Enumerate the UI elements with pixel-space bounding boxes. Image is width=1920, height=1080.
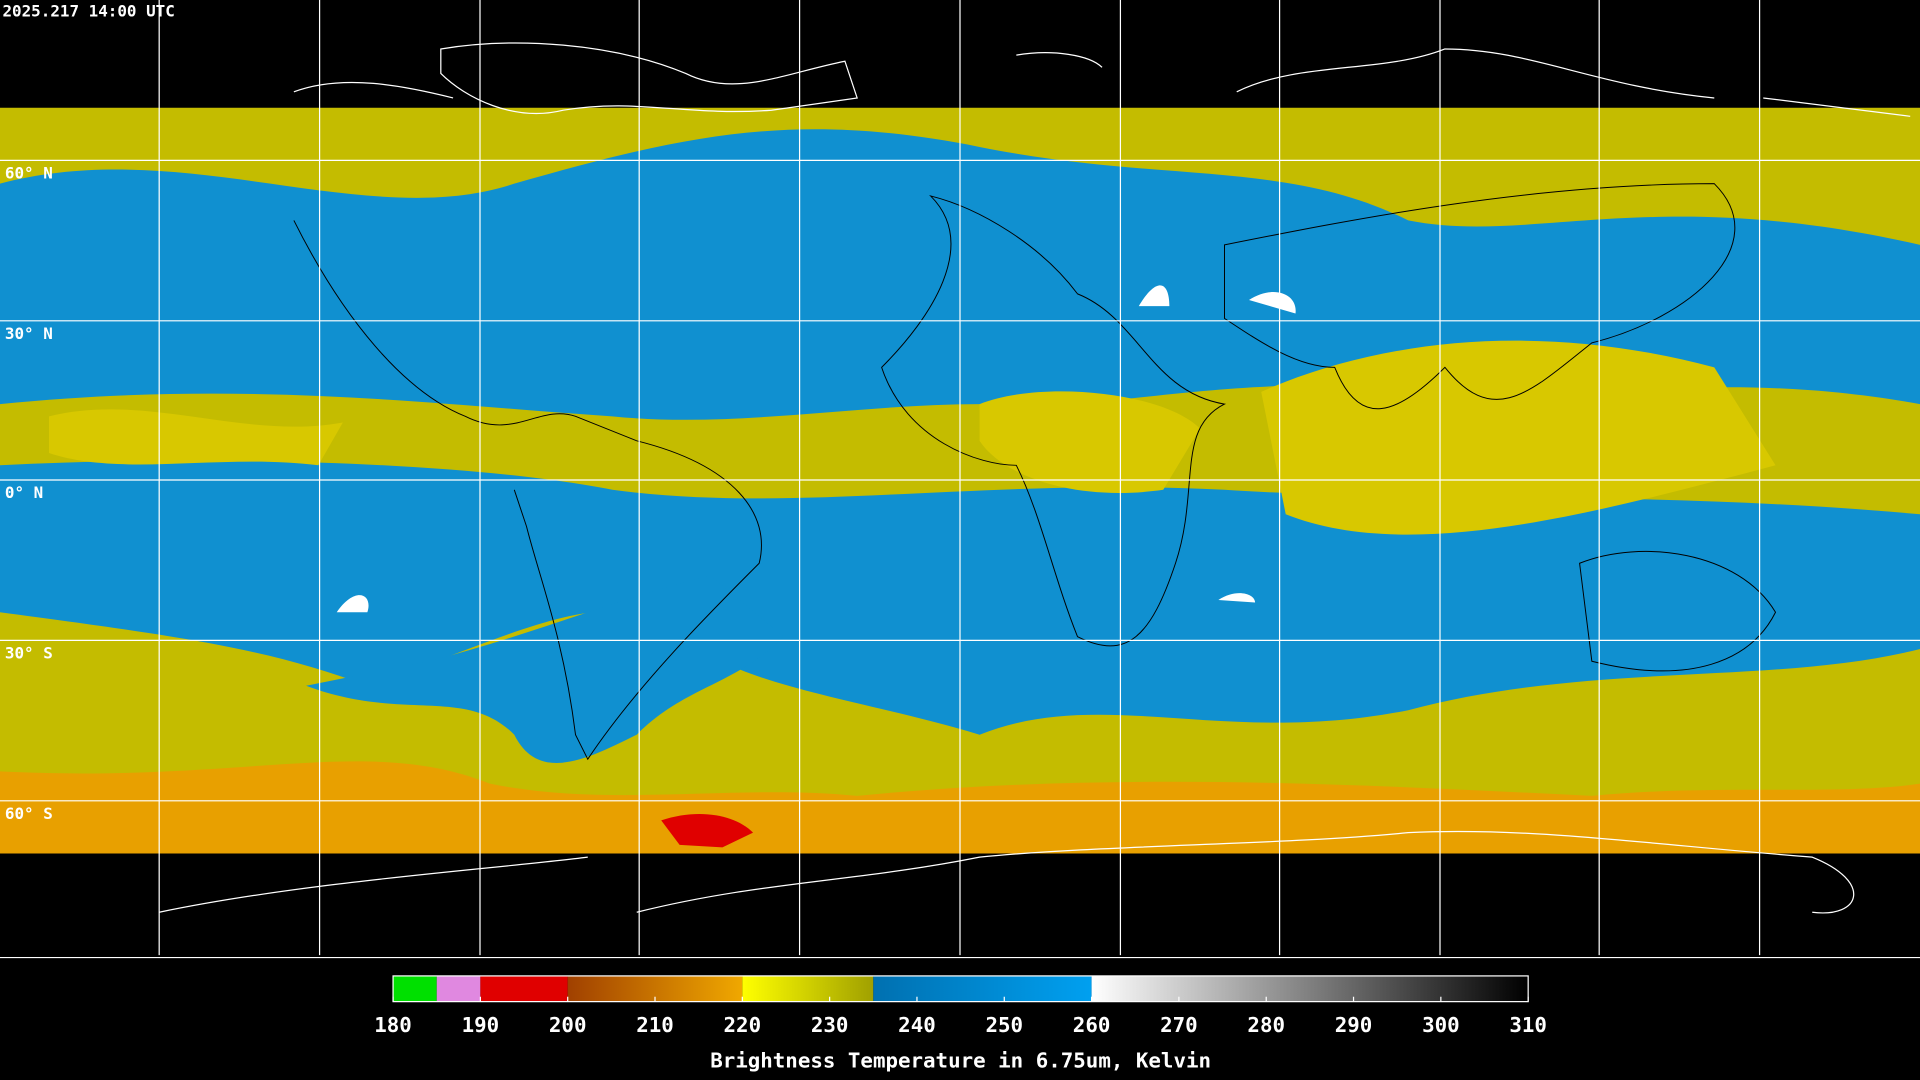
colorbar-tick-label: 230 — [811, 1013, 849, 1037]
colorbar-tick-label: 210 — [636, 1013, 674, 1037]
colorbar-segment — [873, 975, 1092, 1002]
timestamp: 2025.217 14:00 UTC — [2, 2, 174, 21]
colorbar-tick-label: 260 — [1073, 1013, 1111, 1037]
latitude-label: 30° N — [5, 324, 53, 343]
colorbar-title: Brightness Temperature in 6.75um, Kelvin — [710, 1049, 1211, 1073]
colorbar-tick-label: 200 — [549, 1013, 587, 1037]
graticule — [0, 0, 1920, 959]
colorbar-tick-label: 300 — [1422, 1013, 1460, 1037]
colorbar-tick-label: 280 — [1247, 1013, 1285, 1037]
colorbar-tick-label: 240 — [898, 1013, 936, 1037]
colorbar-tick-label: 180 — [374, 1013, 412, 1037]
coastline — [293, 48, 1911, 117]
cold-core — [661, 814, 754, 848]
dry-region — [306, 575, 784, 763]
latitude-label: 60° N — [5, 163, 53, 182]
colorbar-tick-label: 220 — [724, 1013, 762, 1037]
coastline — [159, 830, 1855, 914]
colorbar-tick-label: 270 — [1160, 1013, 1198, 1037]
colorbar-segment — [1091, 975, 1529, 1002]
colorbar-segment — [480, 975, 568, 1002]
coastline — [440, 42, 858, 115]
latitude-label: 30° S — [5, 643, 53, 662]
colorbar-tick-label: 190 — [462, 1013, 500, 1037]
continent-outline — [293, 220, 762, 761]
latitude-label: 0° N — [5, 483, 43, 502]
coastlines — [159, 42, 1911, 914]
colorbar-segment — [393, 975, 437, 1002]
colorbar-frame — [392, 975, 1529, 1003]
colorbar-segment — [436, 975, 481, 1002]
colorbar-segment — [742, 975, 874, 1002]
colorbar-tick-label: 250 — [985, 1013, 1023, 1037]
colorbar-tick-label: 310 — [1509, 1013, 1547, 1037]
continent-outline — [881, 195, 1227, 647]
colorbar-tick-label: 290 — [1335, 1013, 1373, 1037]
latitude-label: 60° S — [5, 804, 53, 823]
continent-outline — [1224, 183, 1777, 672]
convection — [48, 340, 1776, 535]
